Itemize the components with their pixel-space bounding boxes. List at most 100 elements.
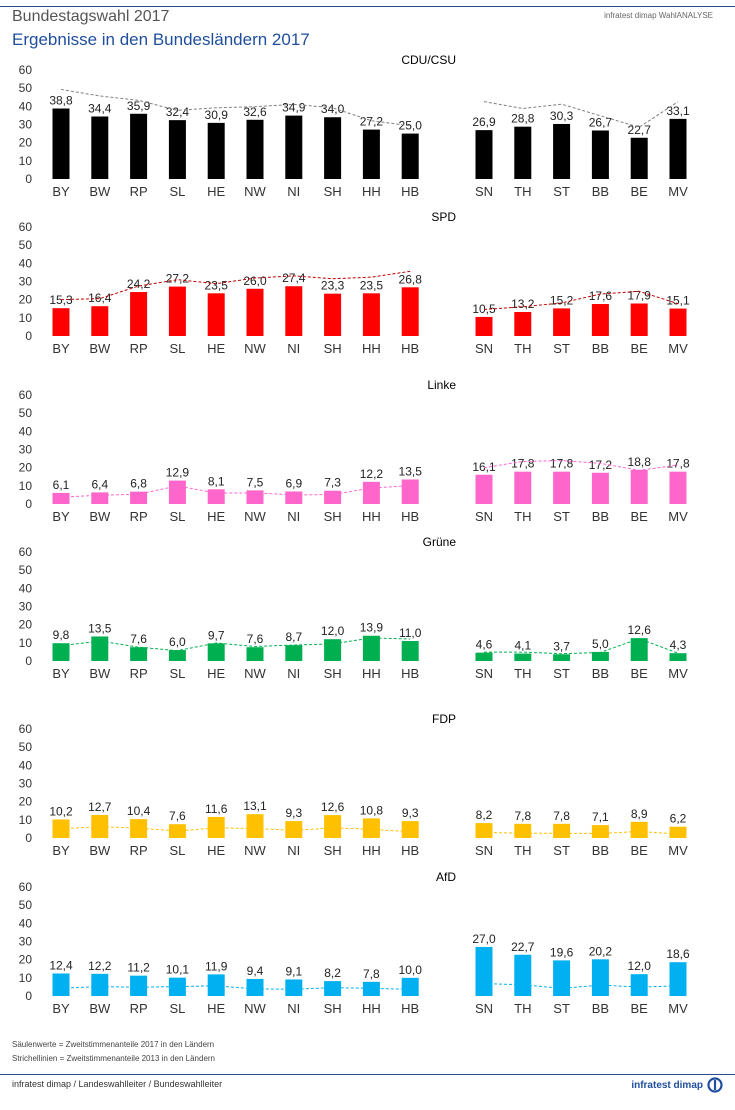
data-label: 12,0 <box>321 624 345 638</box>
charts-canvas: CDU/CSU 0 10 20 30 40 50 60 38,8 BY 34,4 BW 35,9 RP 32… <box>19 53 690 1016</box>
page-title: Bundestagswahl 2017 <box>12 8 170 25</box>
data-label: 16,1 <box>472 460 496 474</box>
x-tick-label: SH <box>324 666 342 681</box>
x-tick-label: SL <box>169 509 185 524</box>
bar <box>669 653 687 661</box>
data-label: 10,4 <box>127 804 151 818</box>
data-label: 17,9 <box>628 288 652 302</box>
data-label: 26,9 <box>472 115 496 129</box>
data-label: 10,0 <box>399 963 423 977</box>
x-tick-label: BW <box>89 184 111 199</box>
data-label: 27,2 <box>360 115 384 129</box>
series-line-2013-west <box>60 637 411 652</box>
x-tick-label: NI <box>287 1001 300 1016</box>
data-label: 11,2 <box>127 961 150 975</box>
data-label: 38,8 <box>49 94 73 108</box>
data-label: 34,9 <box>282 101 306 115</box>
x-tick-label: RP <box>130 184 148 199</box>
bar <box>362 129 380 179</box>
bar <box>285 821 303 838</box>
bar <box>91 814 109 838</box>
x-tick-label: BW <box>89 341 111 356</box>
data-label: 12,7 <box>88 800 112 814</box>
data-label: 17,8 <box>550 457 574 471</box>
y-tick-label: 40 <box>19 916 33 930</box>
data-label: 13,5 <box>399 464 423 478</box>
x-tick-label: TH <box>514 341 531 356</box>
bar <box>130 292 148 336</box>
data-label: 27,4 <box>282 271 306 285</box>
data-label: 22,7 <box>511 940 535 954</box>
y-tick-label: 30 <box>19 443 33 457</box>
data-label: 8,9 <box>631 807 648 821</box>
data-label: 9,7 <box>208 628 225 642</box>
chart-title: CDU/CSU <box>401 53 456 67</box>
x-tick-label: BE <box>631 843 649 858</box>
bar <box>475 652 493 661</box>
data-label: 12,4 <box>49 958 73 972</box>
y-tick-label: 0 <box>25 497 32 511</box>
y-tick-label: 50 <box>19 898 33 912</box>
bar <box>630 821 648 838</box>
y-tick-label: 10 <box>19 813 33 827</box>
bar <box>591 130 609 179</box>
bar <box>52 643 70 661</box>
y-tick-label: 20 <box>19 293 33 307</box>
data-label: 8,7 <box>285 630 302 644</box>
bar <box>553 960 571 996</box>
bar <box>324 981 342 996</box>
data-label: 6,0 <box>169 635 186 649</box>
bar <box>52 108 70 179</box>
data-label: 7,6 <box>130 632 147 646</box>
x-tick-label: BB <box>592 341 609 356</box>
x-tick-label: ST <box>553 843 570 858</box>
data-label: 12,6 <box>628 623 652 637</box>
x-tick-label: TH <box>514 843 531 858</box>
data-label: 13,9 <box>360 621 384 635</box>
x-tick-label: HH <box>362 184 381 199</box>
x-tick-label: ST <box>553 1001 570 1016</box>
bar <box>591 472 609 504</box>
bar <box>553 123 571 179</box>
y-tick-label: 20 <box>19 461 33 475</box>
chart-title: Grüne <box>423 535 457 549</box>
data-label: 6,4 <box>91 477 108 491</box>
data-label: 7,8 <box>553 809 570 823</box>
y-tick-label: 0 <box>25 329 32 343</box>
y-tick-label: 40 <box>19 758 33 772</box>
brand-label: infratest dimap WahlANALYSE <box>604 11 713 20</box>
data-label: 12,9 <box>166 466 190 480</box>
x-tick-label: BE <box>631 666 649 681</box>
bar <box>207 293 225 336</box>
data-label: 9,3 <box>285 806 302 820</box>
x-tick-label: RP <box>130 843 148 858</box>
data-label: 17,2 <box>589 458 613 472</box>
data-label: 26,7 <box>589 115 613 129</box>
data-label: 7,6 <box>169 809 186 823</box>
bar <box>324 639 342 661</box>
data-label: 34,0 <box>321 102 345 116</box>
bar <box>130 819 148 838</box>
bar <box>591 651 609 661</box>
y-tick-label: 0 <box>25 989 32 1003</box>
x-tick-label: TH <box>514 1001 531 1016</box>
data-label: 25,0 <box>399 119 423 133</box>
x-tick-label: BY <box>52 509 70 524</box>
y-tick-label: 20 <box>19 795 33 809</box>
x-tick-label: MV <box>668 1001 688 1016</box>
data-label: 12,2 <box>360 467 384 481</box>
data-label: 32,6 <box>243 105 267 119</box>
y-tick-label: 60 <box>19 545 33 559</box>
y-tick-label: 20 <box>19 953 33 967</box>
x-tick-label: ST <box>553 509 570 524</box>
x-tick-label: BW <box>89 1001 111 1016</box>
x-tick-label: HH <box>362 341 381 356</box>
data-label: 30,9 <box>205 108 229 122</box>
bar <box>475 316 493 336</box>
y-tick-label: 60 <box>19 722 33 736</box>
chart-title: AfD <box>436 870 456 884</box>
x-tick-label: TH <box>514 184 531 199</box>
bar <box>669 826 687 838</box>
x-tick-label: SL <box>169 1001 185 1016</box>
data-label: 17,8 <box>666 457 690 471</box>
